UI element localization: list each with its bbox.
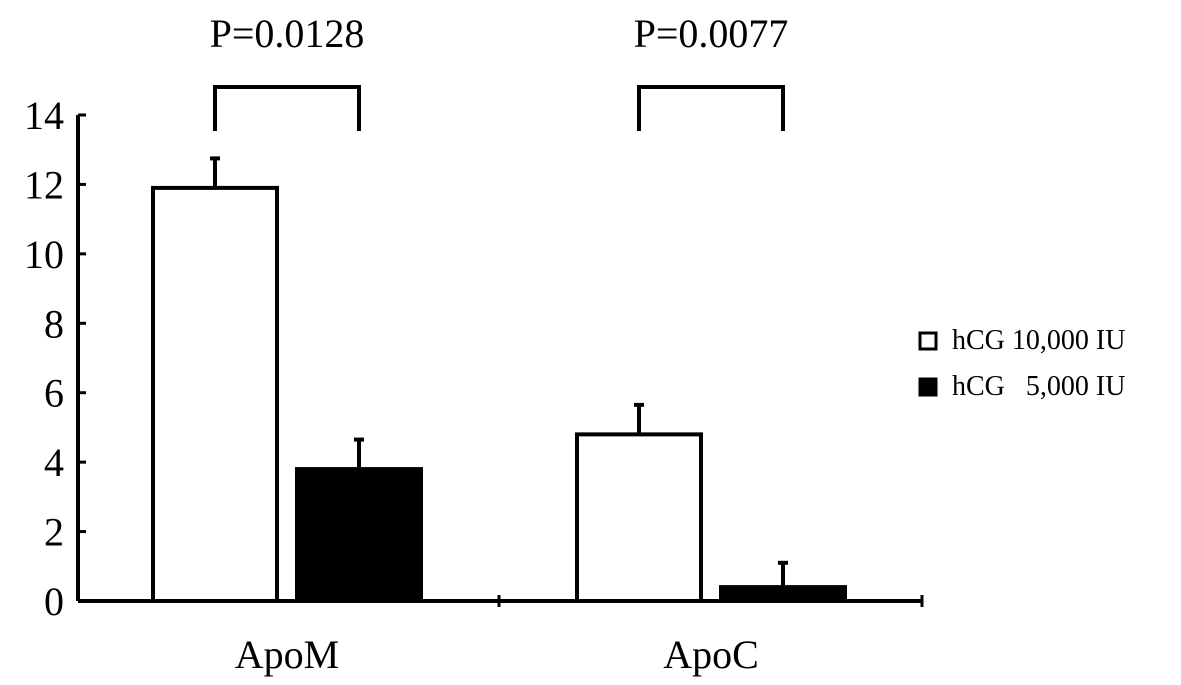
bar-apoc-series-1 (575, 432, 703, 603)
y-tick-label-8: 8 (44, 301, 64, 346)
y-tick-label-6: 6 (44, 371, 64, 416)
bar-apom-series-2 (295, 467, 423, 604)
p-value-label-apom: P=0.0128 (210, 11, 365, 56)
y-tick-label-4: 4 (44, 440, 64, 485)
y-tick-label-12: 12 (24, 162, 64, 207)
x-category-label-apoc: ApoC (663, 632, 759, 677)
legend-swatch-series-2 (918, 377, 938, 397)
y-tick-label-0: 0 (44, 579, 64, 624)
y-tick-label-2: 2 (44, 510, 64, 555)
y-tick-label-10: 10 (24, 232, 64, 277)
legend-label-series-2: hCG 5,000 IU (952, 371, 1125, 402)
x-category-label-apom: ApoM (235, 632, 339, 677)
legend-label-series-1: hCG 10,000 IU (952, 325, 1125, 356)
bar-apom-series-1 (151, 185, 279, 603)
y-tick-label-14: 14 (24, 93, 64, 138)
p-value-label-apoc: P=0.0077 (634, 11, 789, 56)
bar-apoc-series-2 (719, 585, 847, 603)
legend-swatch-series-1 (918, 331, 938, 351)
significance-bracket-apom (213, 85, 361, 131)
significance-bracket-apoc (637, 85, 785, 131)
